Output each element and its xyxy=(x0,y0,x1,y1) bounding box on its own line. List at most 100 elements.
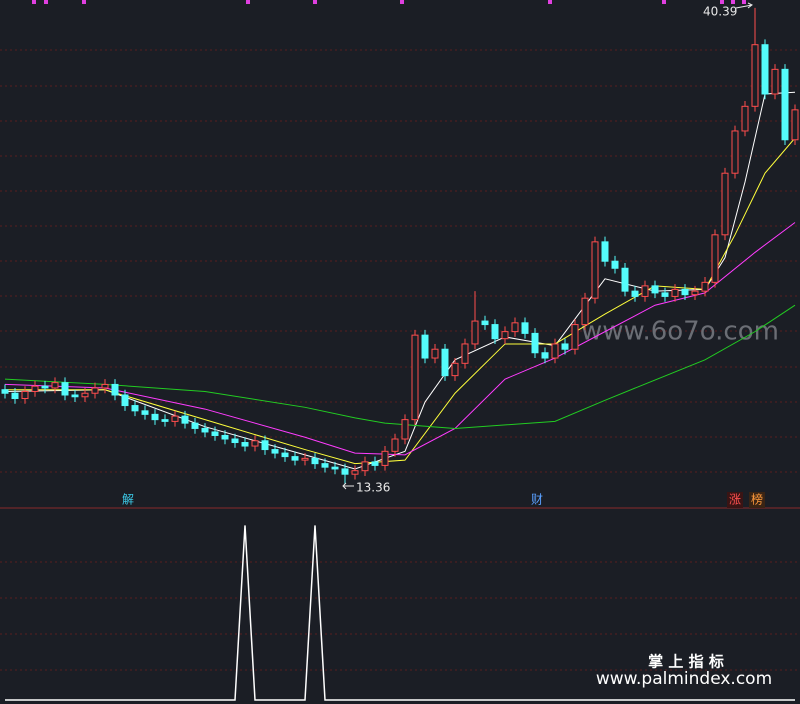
candle-body xyxy=(631,290,639,297)
candle-body xyxy=(211,431,219,436)
candle-body xyxy=(341,468,349,475)
candle-body xyxy=(41,385,49,389)
high-label: 40.39 xyxy=(703,5,737,19)
candle-body xyxy=(161,419,169,422)
candle-body xyxy=(251,440,259,447)
candle-body xyxy=(111,383,119,396)
footer-title: 掌 上 指 标 xyxy=(648,653,724,671)
candle-body xyxy=(131,405,139,412)
candle-body xyxy=(191,422,199,429)
candle-body xyxy=(741,105,749,132)
candle-body xyxy=(71,394,79,398)
candle-body xyxy=(731,130,739,174)
plot xyxy=(1,7,799,701)
annotation: 财 xyxy=(531,493,543,507)
annotation: 榜 xyxy=(751,492,763,507)
candle-body xyxy=(91,387,99,394)
candle-body xyxy=(361,461,369,472)
candle-body xyxy=(541,352,549,359)
grid xyxy=(0,49,800,671)
annotation-box xyxy=(749,492,765,508)
candle-body xyxy=(691,290,699,296)
candle-body xyxy=(651,285,659,294)
candle-body xyxy=(61,382,69,396)
low-arrow xyxy=(342,482,354,490)
candle-body xyxy=(331,466,339,470)
candle-body xyxy=(551,343,559,359)
candle-body xyxy=(141,410,149,415)
candle-body xyxy=(421,334,429,359)
candle-body xyxy=(451,362,459,377)
candle-body xyxy=(571,324,579,350)
candle-body xyxy=(231,438,239,444)
candle-body xyxy=(101,383,109,389)
candle-body xyxy=(371,461,379,466)
candle-body xyxy=(561,343,569,350)
candle-body xyxy=(11,392,19,400)
candle-body xyxy=(461,343,469,364)
candle-body xyxy=(181,415,189,424)
candle-body xyxy=(521,322,529,334)
candle-body xyxy=(601,241,609,262)
candle-body xyxy=(481,320,489,326)
candle-body xyxy=(261,440,269,451)
candle-body xyxy=(511,322,519,333)
candle-body xyxy=(171,415,179,422)
candle-body xyxy=(271,449,279,454)
candle-body xyxy=(791,109,799,141)
footer-url: www.palmindex.com xyxy=(596,669,772,689)
candle-body xyxy=(321,463,329,468)
candle-body xyxy=(241,442,249,447)
candle-body xyxy=(201,427,209,433)
candle-body xyxy=(721,172,729,236)
candle-body xyxy=(221,434,229,440)
candle-body xyxy=(21,390,29,400)
candle-body xyxy=(281,452,289,458)
candle-body xyxy=(761,44,769,95)
candle-body xyxy=(401,419,409,440)
candle-body xyxy=(491,324,499,340)
candle-body xyxy=(471,320,479,345)
annotation: 涨 xyxy=(729,492,741,507)
candle-body xyxy=(671,288,679,297)
moving-average xyxy=(4,304,796,429)
annotation: 解 xyxy=(122,493,134,507)
candle-body xyxy=(531,332,539,354)
candle-body xyxy=(301,457,309,461)
candle-body xyxy=(591,241,599,299)
candle-body xyxy=(31,385,39,392)
candle-body xyxy=(781,68,789,141)
candle-body xyxy=(121,394,129,407)
low-label: 13.36 xyxy=(356,481,390,495)
candle-body xyxy=(581,297,589,326)
candle-body xyxy=(51,382,59,389)
candle-body xyxy=(681,288,689,296)
watermark: www.6o7o.com xyxy=(581,317,779,347)
candle-body xyxy=(501,331,509,340)
candle-body xyxy=(1,389,9,394)
candle-body xyxy=(431,348,439,359)
indicator-line xyxy=(5,525,795,701)
candle-body xyxy=(411,334,419,421)
candle-body xyxy=(391,438,399,452)
candle-body xyxy=(701,281,709,292)
candle-body xyxy=(381,450,389,466)
candle-body xyxy=(621,267,629,292)
annotation-box xyxy=(727,492,743,508)
candle-body xyxy=(611,260,619,269)
candle-body xyxy=(151,413,159,421)
top-markers xyxy=(32,0,746,4)
candle-body xyxy=(711,234,719,283)
candle-body xyxy=(441,348,449,377)
candle-body xyxy=(641,285,649,297)
candle-body xyxy=(661,292,669,297)
candle-body xyxy=(751,44,759,107)
candle-body xyxy=(311,457,319,465)
high-arrow xyxy=(735,2,753,9)
candle-body xyxy=(351,470,359,475)
candle-body xyxy=(81,392,89,398)
candle-body xyxy=(771,68,779,95)
candle-body xyxy=(291,456,299,461)
